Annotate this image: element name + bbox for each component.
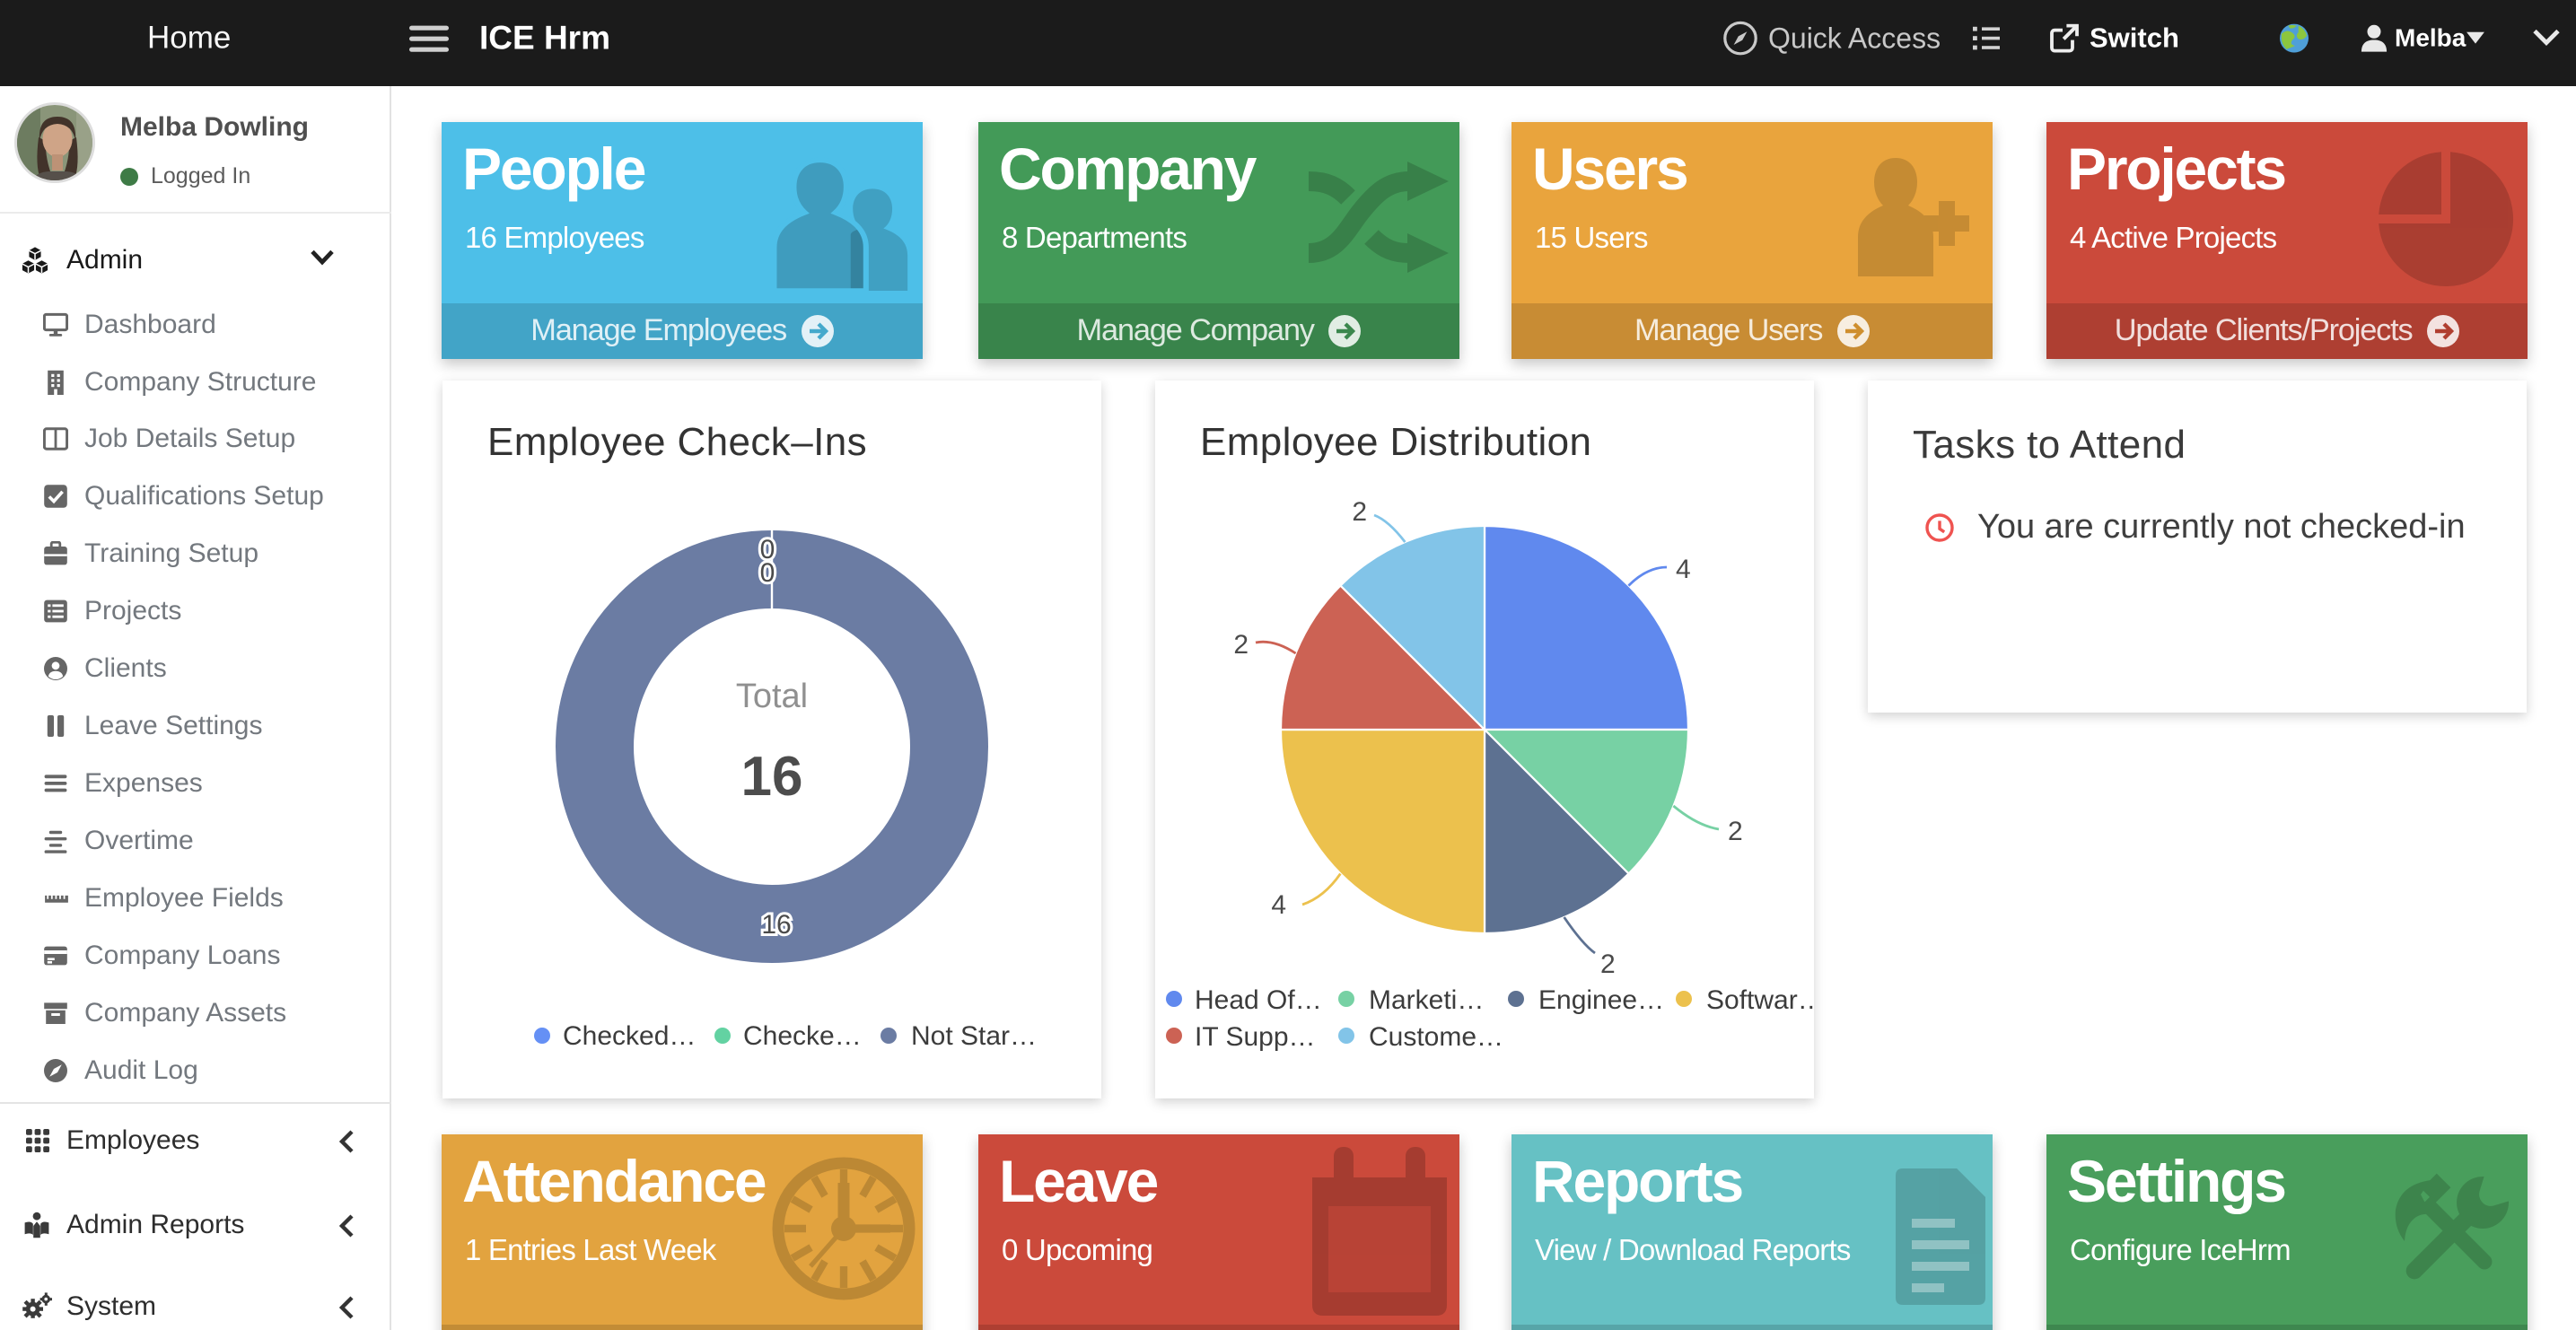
svg-text:16: 16 — [741, 746, 803, 808]
svg-text:Marketi…: Marketi… — [1369, 985, 1484, 1015]
svg-text:Custome…: Custome… — [1369, 1022, 1503, 1052]
svg-text:2: 2 — [1352, 497, 1367, 527]
svg-text:Not Star…: Not Star… — [911, 1021, 1037, 1051]
svg-text:4: 4 — [1271, 890, 1286, 920]
svg-text:0: 0 — [760, 558, 775, 588]
svg-text:2: 2 — [1600, 949, 1616, 979]
svg-text:Checked…: Checked… — [563, 1021, 696, 1051]
svg-text:16: 16 — [761, 910, 791, 940]
svg-text:2: 2 — [1728, 817, 1743, 846]
svg-text:Head Of…: Head Of… — [1195, 985, 1322, 1015]
svg-text:Softwar…: Softwar… — [1706, 985, 1814, 1015]
svg-text:Total: Total — [736, 678, 808, 715]
svg-text:Checke…: Checke… — [743, 1021, 862, 1051]
svg-text:0: 0 — [760, 535, 775, 564]
svg-text:2: 2 — [1233, 630, 1249, 660]
svg-text:4: 4 — [1676, 555, 1691, 584]
svg-text:Enginee…: Enginee… — [1538, 985, 1664, 1015]
svg-text:IT Supp…: IT Supp… — [1195, 1022, 1316, 1052]
